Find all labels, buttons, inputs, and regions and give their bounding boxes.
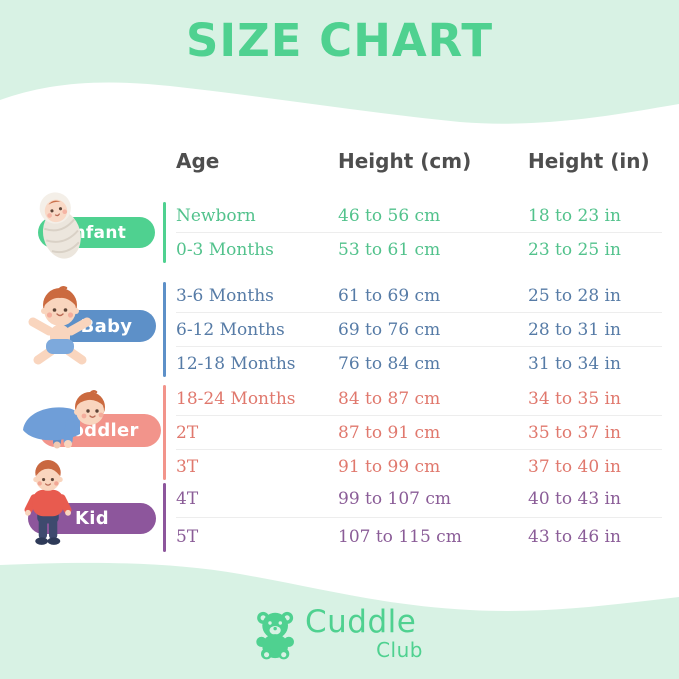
height-cm-cell: 53 to 61 cm bbox=[338, 239, 441, 260]
age-cell: 4T bbox=[176, 488, 199, 509]
group-rows-baby: 3-6 Months 61 to 69 cm 25 to 28 in 6-12 … bbox=[163, 279, 662, 380]
table-row: Newborn 46 to 56 cm 18 to 23 in bbox=[176, 199, 662, 232]
height-cm-cell: 46 to 56 cm bbox=[338, 205, 441, 226]
page-title: SIZE CHART bbox=[185, 14, 494, 67]
table-row: 12-18 Months 76 to 84 cm 31 to 34 in bbox=[176, 346, 662, 380]
age-cell: 6-12 Months bbox=[176, 319, 285, 340]
group-rows-kid: 4T 99 to 107 cm 40 to 43 in 5T 107 to 11… bbox=[163, 480, 662, 555]
brand-logo: Cuddle Club bbox=[252, 607, 423, 663]
age-cell: 2T bbox=[176, 422, 199, 443]
height-cm-cell: 76 to 84 cm bbox=[338, 353, 441, 374]
height-cm-cell: 91 to 99 cm bbox=[338, 456, 441, 477]
group-rows-toddler: 18-24 Months 84 to 87 cm 34 to 35 in 2T … bbox=[163, 382, 662, 483]
group-label-text: Kid bbox=[75, 508, 109, 529]
group-label-text: Infant bbox=[66, 222, 127, 243]
group-bar-infant bbox=[163, 202, 166, 263]
age-cell: 5T bbox=[176, 526, 199, 547]
table-row: 3T 91 to 99 cm 37 to 40 in bbox=[176, 449, 662, 483]
height-cm-cell: 84 to 87 cm bbox=[338, 388, 441, 409]
group-label-text: Baby bbox=[80, 315, 133, 337]
height-cm-cell: 107 to 115 cm bbox=[338, 526, 462, 547]
header-age: Age bbox=[176, 149, 220, 173]
group-bar-kid bbox=[163, 483, 166, 552]
sitting-baby-illustration bbox=[28, 286, 92, 365]
table-row: 2T 87 to 91 cm 35 to 37 in bbox=[176, 415, 662, 449]
age-cell: 18-24 Months bbox=[176, 388, 296, 409]
height-in-cell: 35 to 37 in bbox=[528, 422, 621, 443]
age-cell: Newborn bbox=[176, 205, 256, 226]
height-cm-cell: 69 to 76 cm bbox=[338, 319, 441, 340]
group-label-text: Toddler bbox=[61, 420, 139, 441]
table-row: 18-24 Months 84 to 87 cm 34 to 35 in bbox=[176, 382, 662, 415]
height-in-cell: 31 to 34 in bbox=[528, 353, 621, 374]
standing-kid-illustration bbox=[24, 459, 72, 545]
height-in-cell: 18 to 23 in bbox=[528, 205, 621, 226]
age-cell: 12-18 Months bbox=[176, 353, 296, 374]
table-row: 4T 99 to 107 cm 40 to 43 in bbox=[176, 480, 662, 517]
brand-name: Cuddle bbox=[305, 604, 417, 640]
height-cm-cell: 61 to 69 cm bbox=[338, 285, 441, 306]
age-cell: 3-6 Months bbox=[176, 285, 274, 306]
group-bar-toddler bbox=[163, 385, 166, 480]
height-in-cell: 37 to 40 in bbox=[528, 456, 621, 477]
table-row: 3-6 Months 61 to 69 cm 25 to 28 in bbox=[176, 279, 662, 312]
age-cell: 3T bbox=[176, 456, 199, 477]
table-row: 5T 107 to 115 cm 43 to 46 in bbox=[176, 517, 662, 555]
group-bar-baby bbox=[163, 282, 166, 377]
group-rows-infant: Newborn 46 to 56 cm 18 to 23 in 0-3 Mont… bbox=[163, 199, 662, 266]
age-cell: 0-3 Months bbox=[176, 239, 274, 260]
height-cm-cell: 99 to 107 cm bbox=[338, 488, 451, 509]
crawling-toddler-illustration bbox=[19, 390, 105, 449]
table-header: Age Height (cm) Height (in) bbox=[176, 146, 662, 176]
teddy-bear-icon bbox=[256, 611, 294, 660]
height-in-cell: 34 to 35 in bbox=[528, 388, 621, 409]
brand-subname: Club bbox=[376, 638, 423, 662]
height-in-cell: 40 to 43 in bbox=[528, 488, 621, 509]
header-height-cm: Height (cm) bbox=[338, 149, 472, 173]
table-row: 0-3 Months 53 to 61 cm 23 to 25 in bbox=[176, 232, 662, 266]
height-in-cell: 25 to 28 in bbox=[528, 285, 621, 306]
height-in-cell: 23 to 25 in bbox=[528, 239, 621, 260]
height-in-cell: 28 to 31 in bbox=[528, 319, 621, 340]
table-row: 6-12 Months 69 to 76 cm 28 to 31 in bbox=[176, 312, 662, 346]
height-in-cell: 43 to 46 in bbox=[528, 526, 621, 547]
header-height-in: Height (in) bbox=[528, 149, 650, 173]
swaddled-infant-illustration bbox=[39, 192, 81, 259]
height-cm-cell: 87 to 91 cm bbox=[338, 422, 441, 443]
